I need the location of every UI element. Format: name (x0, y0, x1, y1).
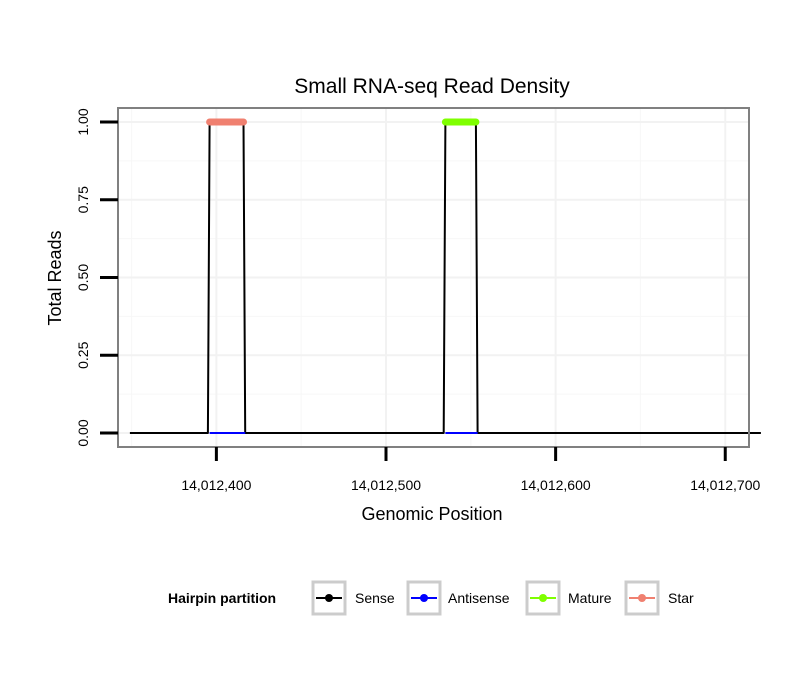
y-tick-label: 0.75 (75, 186, 91, 213)
legend-dot-star (638, 594, 646, 602)
y-tick-label: 0.50 (75, 264, 91, 291)
series-lines (129, 118, 761, 435)
x-tick-label: 14,012,500 (351, 477, 421, 493)
chart-title: Small RNA-seq Read Density (294, 75, 570, 98)
legend-dot-antisense (420, 594, 428, 602)
y-axis: 0.00 0.25 0.50 0.75 1.00 (75, 108, 118, 447)
x-tick-label: 14,012,400 (181, 477, 251, 493)
x-axis-title: Genomic Position (361, 504, 502, 524)
x-axis: 14,012,400 14,012,500 14,012,600 14,012,700 (181, 447, 760, 493)
y-tick-label: 1.00 (75, 108, 91, 135)
legend-title: Hairpin partition (168, 590, 276, 606)
gridlines (118, 108, 749, 447)
x-tick-label: 14,012,600 (521, 477, 591, 493)
legend-label-antisense: Antisense (448, 590, 510, 606)
y-axis-title: Total Reads (45, 230, 65, 325)
legend-dot-mature (539, 594, 547, 602)
series-line-sense (129, 121, 761, 434)
legend: Hairpin partition Sense Antisense Mature St… (168, 580, 694, 616)
legend-dot-sense (325, 594, 333, 602)
legend-label-mature: Mature (568, 590, 612, 606)
legend-label-sense: Sense (355, 590, 395, 606)
legend-label-star: Star (668, 590, 694, 606)
x-tick-label: 14,012,700 (690, 477, 760, 493)
y-tick-label: 0.00 (75, 419, 91, 446)
y-tick-label: 0.25 (75, 341, 91, 368)
